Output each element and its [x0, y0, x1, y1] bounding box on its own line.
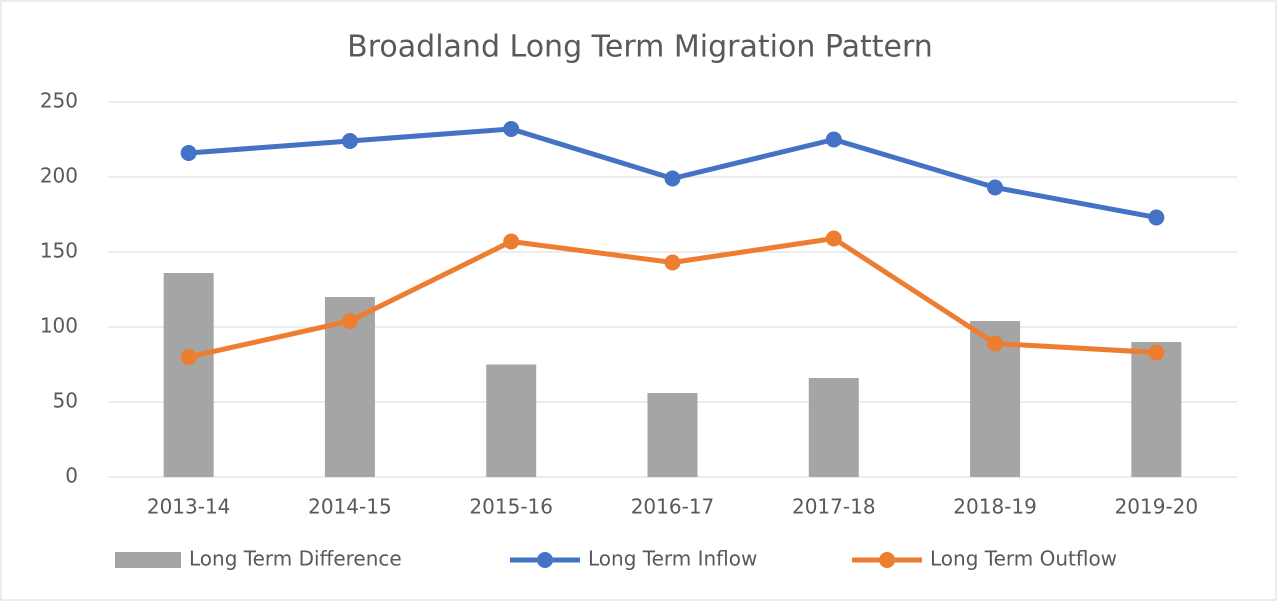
- legend-label: Long Term Difference: [189, 547, 402, 571]
- y-tick-label: 200: [40, 164, 78, 188]
- marker: [341, 133, 358, 149]
- x-tick-label: 2013-14: [147, 495, 231, 519]
- chart-title: Broadland Long Term Migration Pattern: [347, 30, 933, 65]
- y-tick-label: 250: [40, 89, 78, 113]
- marker: [664, 254, 681, 271]
- marker: [664, 170, 681, 187]
- marker: [987, 335, 1004, 352]
- marker: [1148, 209, 1165, 226]
- x-tick-label: 2017-18: [792, 495, 876, 519]
- marker: [180, 145, 197, 161]
- x-tick-label: 2019-20: [1115, 495, 1199, 519]
- marker: [825, 131, 842, 148]
- marker: [180, 349, 197, 365]
- legend-swatch: [879, 552, 895, 568]
- bar: [1131, 342, 1182, 477]
- legend-label: Long Term Outflow: [930, 547, 1117, 571]
- x-tick-label: 2016-17: [631, 495, 715, 519]
- x-tick-label: 2015-16: [469, 495, 553, 519]
- x-tick-label: 2014-15: [308, 495, 392, 519]
- marker: [503, 121, 520, 137]
- marker: [1148, 344, 1165, 361]
- marker: [341, 313, 358, 329]
- y-tick-label: 100: [40, 314, 78, 338]
- bar: [486, 364, 537, 477]
- legend-swatch: [115, 552, 181, 568]
- x-tick-label: 2018-19: [953, 495, 1037, 519]
- bar: [163, 273, 214, 477]
- marker: [987, 179, 1004, 196]
- bar: [647, 393, 698, 477]
- marker: [825, 230, 842, 247]
- legend-swatch: [537, 552, 553, 568]
- marker: [503, 233, 520, 250]
- legend-label: Long Term Inflow: [588, 547, 757, 571]
- y-tick-label: 50: [53, 389, 78, 413]
- y-tick-label: 0: [65, 464, 78, 488]
- bar: [808, 378, 859, 477]
- y-tick-label: 150: [40, 239, 78, 263]
